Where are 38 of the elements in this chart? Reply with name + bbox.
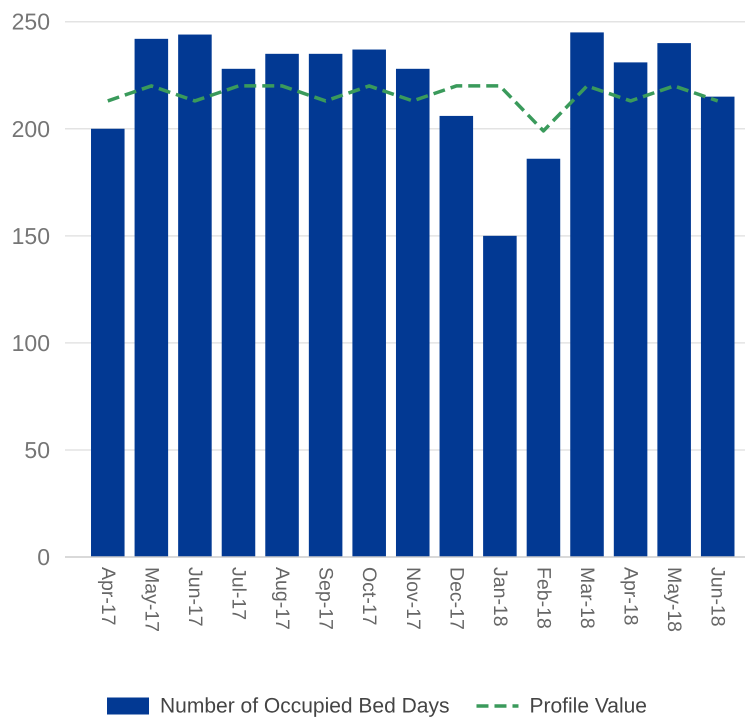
- legend-label: Profile Value: [529, 694, 647, 718]
- x-tick-label: May-18: [663, 567, 686, 632]
- bar: [352, 50, 386, 557]
- bar: [570, 32, 604, 557]
- x-tick-label: Jul-17: [227, 567, 250, 620]
- bar: [308, 54, 342, 557]
- x-tick-label: Aug-17: [271, 567, 294, 630]
- bar: [265, 54, 299, 557]
- bar: [657, 43, 691, 557]
- x-tick-label: Oct-17: [358, 567, 380, 626]
- bar: [700, 96, 734, 557]
- y-tick-label: 50: [24, 436, 50, 463]
- x-tick-label: Jun-17: [184, 567, 206, 627]
- x-tick-label: Nov-17: [402, 567, 424, 630]
- bar: [483, 236, 517, 557]
- legend-label: Number of Occupied Bed Days: [160, 694, 450, 718]
- bar: [91, 128, 125, 557]
- x-tick-label: Sep-17: [314, 567, 337, 630]
- y-tick-label: 0: [37, 544, 50, 570]
- x-tick-label: May-17: [140, 567, 162, 632]
- x-tick-label: Apr-17: [96, 567, 119, 626]
- y-tick-label: 200: [12, 116, 50, 142]
- x-tick-label: Feb-18: [532, 567, 554, 629]
- bar: [396, 68, 430, 557]
- bar: [178, 34, 212, 557]
- bar: [440, 116, 474, 557]
- y-tick-label: 150: [12, 222, 50, 249]
- bar: [222, 68, 256, 557]
- bar: [614, 62, 648, 557]
- y-tick-label: 250: [12, 8, 50, 35]
- x-tick-label: Jan-18: [488, 567, 511, 627]
- bar: [134, 38, 168, 557]
- x-tick-label: Apr-18: [620, 567, 642, 626]
- x-tick-label: Jun-18: [706, 567, 729, 627]
- bar: [526, 158, 560, 557]
- x-tick-label: Dec-17: [445, 567, 468, 630]
- x-tick-label: Mar-18: [576, 567, 598, 629]
- y-tick-label: 100: [12, 330, 50, 356]
